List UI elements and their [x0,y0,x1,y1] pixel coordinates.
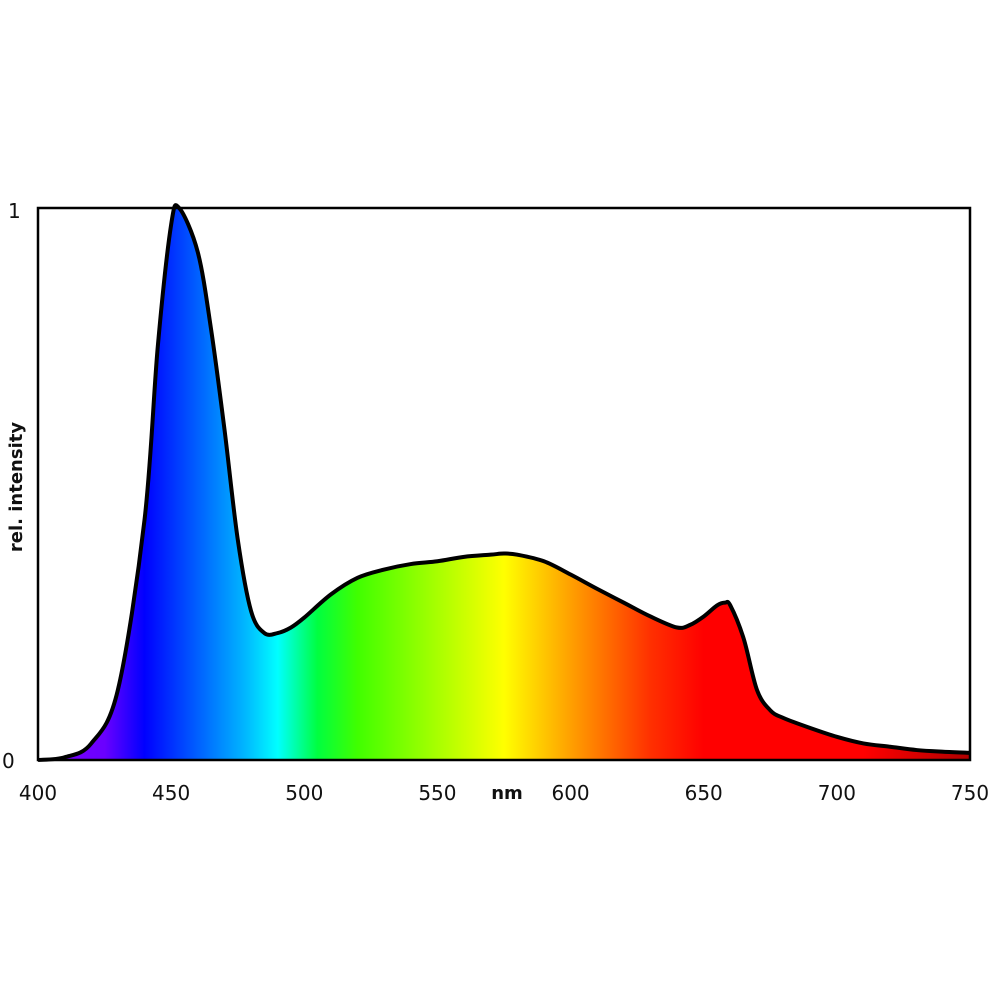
x-axis-ticks: 400 450 500 550 600 650 700 750 [19,781,989,805]
y-axis-label: rel. intensity [6,422,27,552]
x-tick-500: 500 [285,781,323,805]
y-tick-1: 1 [8,199,21,223]
x-tick-450: 450 [152,781,190,805]
spectrum-area [38,205,970,761]
y-tick-0: 0 [2,749,15,773]
x-tick-400: 400 [19,781,57,805]
x-tick-550: 550 [418,781,456,805]
x-tick-700: 700 [818,781,856,805]
x-tick-750: 750 [951,781,989,805]
x-tick-600: 600 [551,781,589,805]
plot-frame [36,206,972,762]
spectrum-line [37,203,971,762]
x-tick-650: 650 [685,781,723,805]
x-axis-label: nm [491,783,523,804]
